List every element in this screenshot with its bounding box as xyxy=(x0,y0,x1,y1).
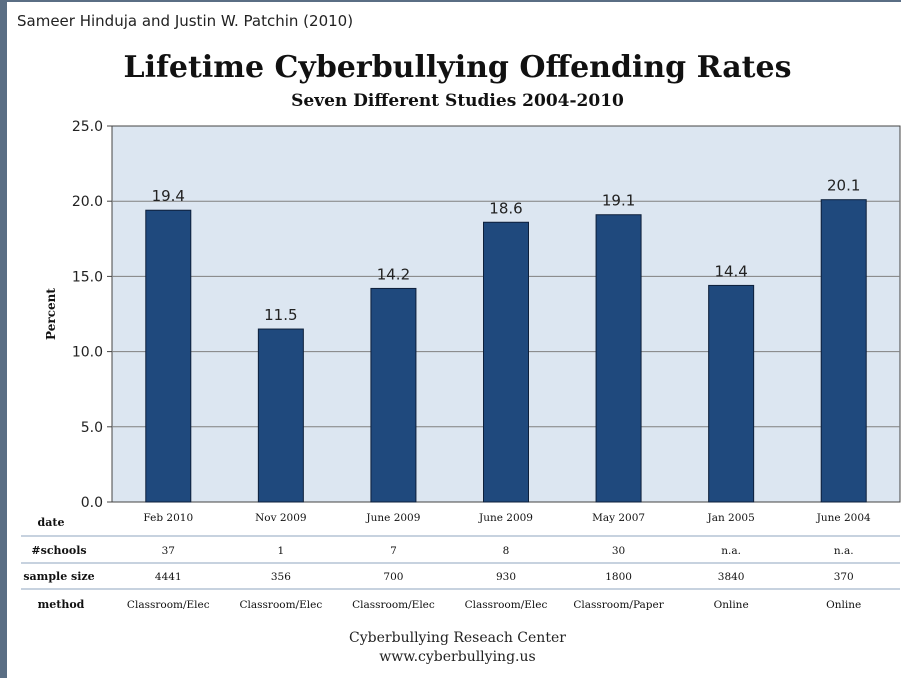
table-cell: 930 xyxy=(496,571,516,583)
table-cell: June 2004 xyxy=(816,512,871,524)
table-cell: Online xyxy=(826,599,861,611)
table-cell: June 2009 xyxy=(365,512,420,524)
table-row-header: sample size xyxy=(23,570,94,583)
bar xyxy=(370,287,417,503)
table-cell: 1800 xyxy=(605,571,632,583)
method-row: method Classroom/Elec Classroom/Elec Classr… xyxy=(38,598,862,611)
data-label: 14.4 xyxy=(714,262,747,280)
bar xyxy=(145,209,192,503)
table-cell: Jan 2005 xyxy=(706,512,754,524)
table-cell: 7 xyxy=(390,545,397,557)
data-label: 14.2 xyxy=(377,265,410,283)
table-row-header: method xyxy=(38,598,85,611)
y-tick-label: 10.0 xyxy=(72,345,103,361)
date-row: date Feb 2010 Nov 2009 June 2009 June 2009 Ma… xyxy=(38,512,871,529)
table-cell: May 2007 xyxy=(592,512,645,524)
schools-row: #schools 37 1 7 8 30 n.a. n.a. xyxy=(31,544,853,557)
sample-size-row: sample size 4441 356 700 930 1800 3840 370 xyxy=(23,570,853,583)
bar xyxy=(257,328,304,503)
footer-website: www.cyberbullying.us xyxy=(379,649,536,665)
table-cell: Classroom/Paper xyxy=(573,599,664,611)
table-row-header: #schools xyxy=(31,544,86,557)
table-cell: 3840 xyxy=(718,571,745,583)
data-label: 11.5 xyxy=(264,306,297,324)
table-cell: Nov 2009 xyxy=(255,512,307,524)
bar-chart: 19.4 11.5 14.2 18.6 19.1 14.4 20.1 0.0 5.0 10.0 1… xyxy=(21,119,901,611)
bar xyxy=(483,221,529,503)
data-table: date Feb 2010 Nov 2009 June 2009 June 2009 Ma… xyxy=(21,512,900,611)
table-row-header: date xyxy=(38,516,65,529)
data-label: 19.4 xyxy=(152,187,185,205)
data-label: 18.6 xyxy=(489,199,522,217)
y-tick-label: 5.0 xyxy=(81,420,103,436)
table-cell: 370 xyxy=(834,571,854,583)
bar xyxy=(708,284,755,503)
y-tick-label: 0.0 xyxy=(81,495,103,511)
table-cell: 700 xyxy=(383,571,403,583)
table-cell: 8 xyxy=(503,545,510,557)
table-cell: 30 xyxy=(612,545,625,557)
y-tick-label: 15.0 xyxy=(72,269,103,285)
y-axis-label: Percent xyxy=(44,288,58,340)
table-cell: n.a. xyxy=(721,545,741,557)
table-cell: Online xyxy=(714,599,749,611)
bar xyxy=(595,214,642,503)
data-label: 20.1 xyxy=(827,177,860,195)
table-cell: Classroom/Elec xyxy=(240,599,323,611)
y-tick-label: 25.0 xyxy=(72,119,103,135)
table-cell: 37 xyxy=(162,545,175,557)
data-labels: 19.4 11.5 14.2 18.6 19.1 14.4 20.1 xyxy=(152,177,861,324)
table-cell: n.a. xyxy=(834,545,854,557)
table-cell: 4441 xyxy=(155,571,182,583)
table-cell: Classroom/Elec xyxy=(352,599,435,611)
y-axis: 0.0 5.0 10.0 15.0 20.0 25.0 xyxy=(72,119,112,511)
author-credit: Sameer Hinduja and Justin W. Patchin (20… xyxy=(17,12,354,30)
table-cell: 1 xyxy=(278,545,285,557)
table-cell: Classroom/Elec xyxy=(465,599,548,611)
table-cell: 356 xyxy=(271,571,291,583)
bars xyxy=(145,199,867,503)
table-cell: June 2009 xyxy=(478,512,533,524)
footer-organization: Cyberbullying Reseach Center xyxy=(349,630,566,646)
table-cell: Classroom/Elec xyxy=(127,599,210,611)
table-cell: Feb 2010 xyxy=(143,512,193,524)
data-label: 19.1 xyxy=(602,192,635,210)
y-tick-label: 20.0 xyxy=(72,194,103,210)
chart-title: Lifetime Cyberbullying Offending Rates xyxy=(123,50,792,85)
bar xyxy=(820,199,867,503)
chart-subtitle: Seven Different Studies 2004-2010 xyxy=(291,91,624,111)
